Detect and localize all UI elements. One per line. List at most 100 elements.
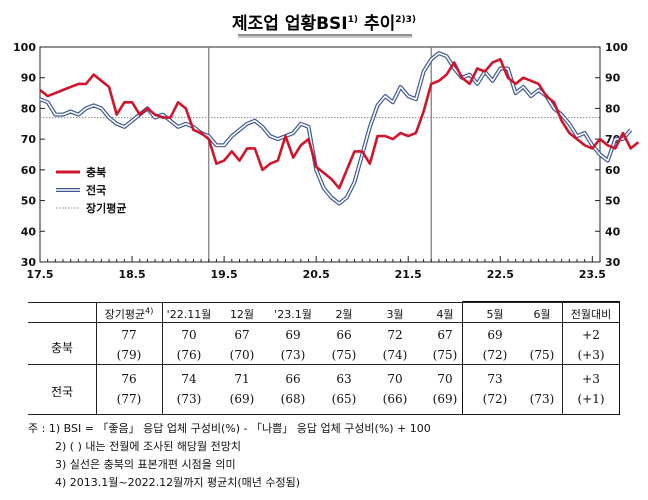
table-cell-forecast: (73) bbox=[529, 392, 555, 406]
table-cell-value: 76 bbox=[121, 372, 137, 386]
table-header-sup: 4) bbox=[145, 306, 154, 316]
table-cell-forecast: (70) bbox=[229, 348, 255, 362]
table-cell-forecast: (73) bbox=[176, 392, 202, 406]
table-change-divider bbox=[562, 302, 563, 414]
note-1-text: 1) BSI = 「좋음」 응답 업체 구성비(%) - 「나쁨」 응답 업체 … bbox=[48, 422, 431, 435]
table-cell-forecast: (+3) bbox=[577, 348, 605, 362]
table-avg-divider bbox=[162, 302, 163, 414]
legend-label-chungbuk: 충북 bbox=[86, 165, 106, 179]
table-header-8: 6월 bbox=[533, 308, 551, 321]
series-chungbuk-line bbox=[39, 57, 640, 190]
table-cell-value: 67 bbox=[437, 328, 453, 342]
plot-frame bbox=[39, 46, 601, 263]
table-cell-forecast: (72) bbox=[482, 348, 508, 362]
table-row-label: 전국 bbox=[50, 385, 74, 399]
table-cell-forecast: (74) bbox=[382, 348, 408, 362]
note-3-text: 3) 실선은 충북의 표본개편 시점을 의미 bbox=[55, 458, 236, 471]
table-cell-value: 66 bbox=[336, 328, 352, 342]
x-tick-label: 18.5 bbox=[118, 268, 145, 281]
table-row-rule bbox=[28, 364, 620, 365]
chart-title-sup-2: 2)3) bbox=[395, 15, 416, 25]
table-header-7: 5월 bbox=[486, 308, 504, 321]
table-cell-forecast: (66) bbox=[382, 392, 408, 406]
chart-title-sup-1: 1) bbox=[348, 15, 358, 25]
note-prefix: 주 : bbox=[28, 422, 46, 435]
y-tick-label-left: 100 bbox=[13, 41, 36, 54]
table-bottom-rule bbox=[28, 414, 620, 415]
notes: 주 : 1) BSI = 「좋음」 응답 업체 구성비(%) - 「나쁨」 응답… bbox=[28, 420, 628, 492]
recent-months-box bbox=[462, 301, 620, 415]
note-1: 주 : 1) BSI = 「좋음」 응답 업체 구성비(%) - 「나쁨」 응답… bbox=[28, 420, 628, 438]
table-cell-value: 67 bbox=[234, 328, 250, 342]
y-tick-label-right: 100 bbox=[605, 41, 628, 54]
table-cell-value: 77 bbox=[121, 328, 137, 342]
table-cell-forecast: (+1) bbox=[577, 392, 605, 406]
legend-label-national: 전국 bbox=[86, 183, 106, 197]
table-header-0: 장기평균4) bbox=[104, 306, 154, 321]
bsi-line-chart: 제조업 업황BSI1) 추이2)3) 100 90 80 70 60 50 40 30 100… bbox=[13, 14, 640, 281]
x-tick-label: 20.5 bbox=[303, 268, 330, 281]
x-tick-label: 23.5 bbox=[579, 268, 606, 281]
y-tick-label-right: 60 bbox=[605, 164, 621, 177]
y-tick-label-left: 40 bbox=[21, 225, 37, 238]
table-cell-forecast: (77) bbox=[116, 392, 142, 406]
table-header-5: 3월 bbox=[386, 308, 404, 321]
note-3: 3) 실선은 충북의 표본개편 시점을 의미 bbox=[28, 456, 628, 474]
table-header-rule bbox=[28, 322, 620, 323]
table-cell-forecast: (79) bbox=[116, 348, 142, 362]
table-cell-value: 69 bbox=[487, 328, 503, 342]
table-row-label: 충북 bbox=[50, 341, 74, 355]
table-cell-forecast: (69) bbox=[432, 392, 458, 406]
table-cell-value: 70 bbox=[181, 328, 197, 342]
note-2: 2) ( ) 내는 전월에 조사된 해당월 전망치 bbox=[28, 438, 628, 456]
table-cell-value: 70 bbox=[387, 372, 403, 386]
chart-title-tail: 추이 bbox=[358, 14, 395, 34]
note-4-text: 4) 2013.1월~2022.12월까지 평균치(매년 수정됨) bbox=[55, 476, 300, 489]
table-header-4: 2월 bbox=[335, 308, 353, 321]
chart-title: 제조업 업황BSI1) 추이2)3) bbox=[232, 14, 416, 34]
x-axis: 17.5 18.5 19.5 20.5 21.5 22.5 23.5 bbox=[26, 256, 606, 281]
table-top-rule bbox=[28, 302, 620, 303]
table-cell-value: 72 bbox=[387, 328, 403, 342]
y-tick-label-right: 90 bbox=[605, 72, 621, 85]
x-tick-label: 22.5 bbox=[487, 268, 514, 281]
table-cell-forecast: (75) bbox=[331, 348, 357, 362]
y-tick-label-left: 50 bbox=[21, 195, 37, 208]
y-tick-label-right: 80 bbox=[605, 102, 621, 115]
table-cell-forecast: (76) bbox=[176, 348, 202, 362]
y-tick-label-right: 50 bbox=[605, 195, 621, 208]
y-tick-label-left: 60 bbox=[21, 164, 37, 177]
table-header-1: '22.11월 bbox=[166, 308, 212, 321]
table-cell-forecast: (75) bbox=[432, 348, 458, 362]
table-header-3: '23.1월 bbox=[274, 308, 312, 321]
table-label-divider bbox=[96, 302, 97, 414]
y-tick-label-left: 30 bbox=[21, 256, 37, 269]
legend-label-average: 장기평균 bbox=[86, 201, 126, 215]
table-cell-value: 63 bbox=[336, 372, 352, 386]
table-cell-value: 69 bbox=[285, 328, 301, 342]
table-header-2: 12월 bbox=[229, 308, 255, 321]
table-cell-value: 71 bbox=[234, 372, 250, 386]
table-cell-value: 66 bbox=[285, 372, 301, 386]
y-tick-label-left: 80 bbox=[21, 102, 37, 115]
legend: 충북 전국 장기평균 bbox=[56, 165, 126, 215]
note-4: 4) 2013.1월~2022.12월까지 평균치(매년 수정됨) bbox=[28, 474, 628, 492]
series-national-line-inner bbox=[39, 52, 632, 205]
y-tick-label-right: 40 bbox=[605, 225, 621, 238]
y-tick-label-left: 90 bbox=[21, 72, 37, 85]
x-tick-label: 21.5 bbox=[395, 268, 422, 281]
table-cell-value: 74 bbox=[181, 372, 197, 386]
table-cell-value: 73 bbox=[487, 372, 503, 386]
table-header-6: 4월 bbox=[436, 308, 454, 321]
note-2-text: 2) ( ) 내는 전월에 조사된 해당월 전망치 bbox=[55, 440, 242, 453]
table-header-9: 전월대비 bbox=[570, 308, 612, 321]
table-cell-forecast: (72) bbox=[482, 392, 508, 406]
table-cell-value: 70 bbox=[437, 372, 453, 386]
series-layer bbox=[39, 51, 640, 206]
x-tick-label: 17.5 bbox=[26, 268, 53, 281]
table-cell-value: +3 bbox=[582, 372, 600, 386]
chart-title-main: 제조업 업황BSI bbox=[232, 14, 348, 34]
x-tick-label: 19.5 bbox=[211, 268, 238, 281]
